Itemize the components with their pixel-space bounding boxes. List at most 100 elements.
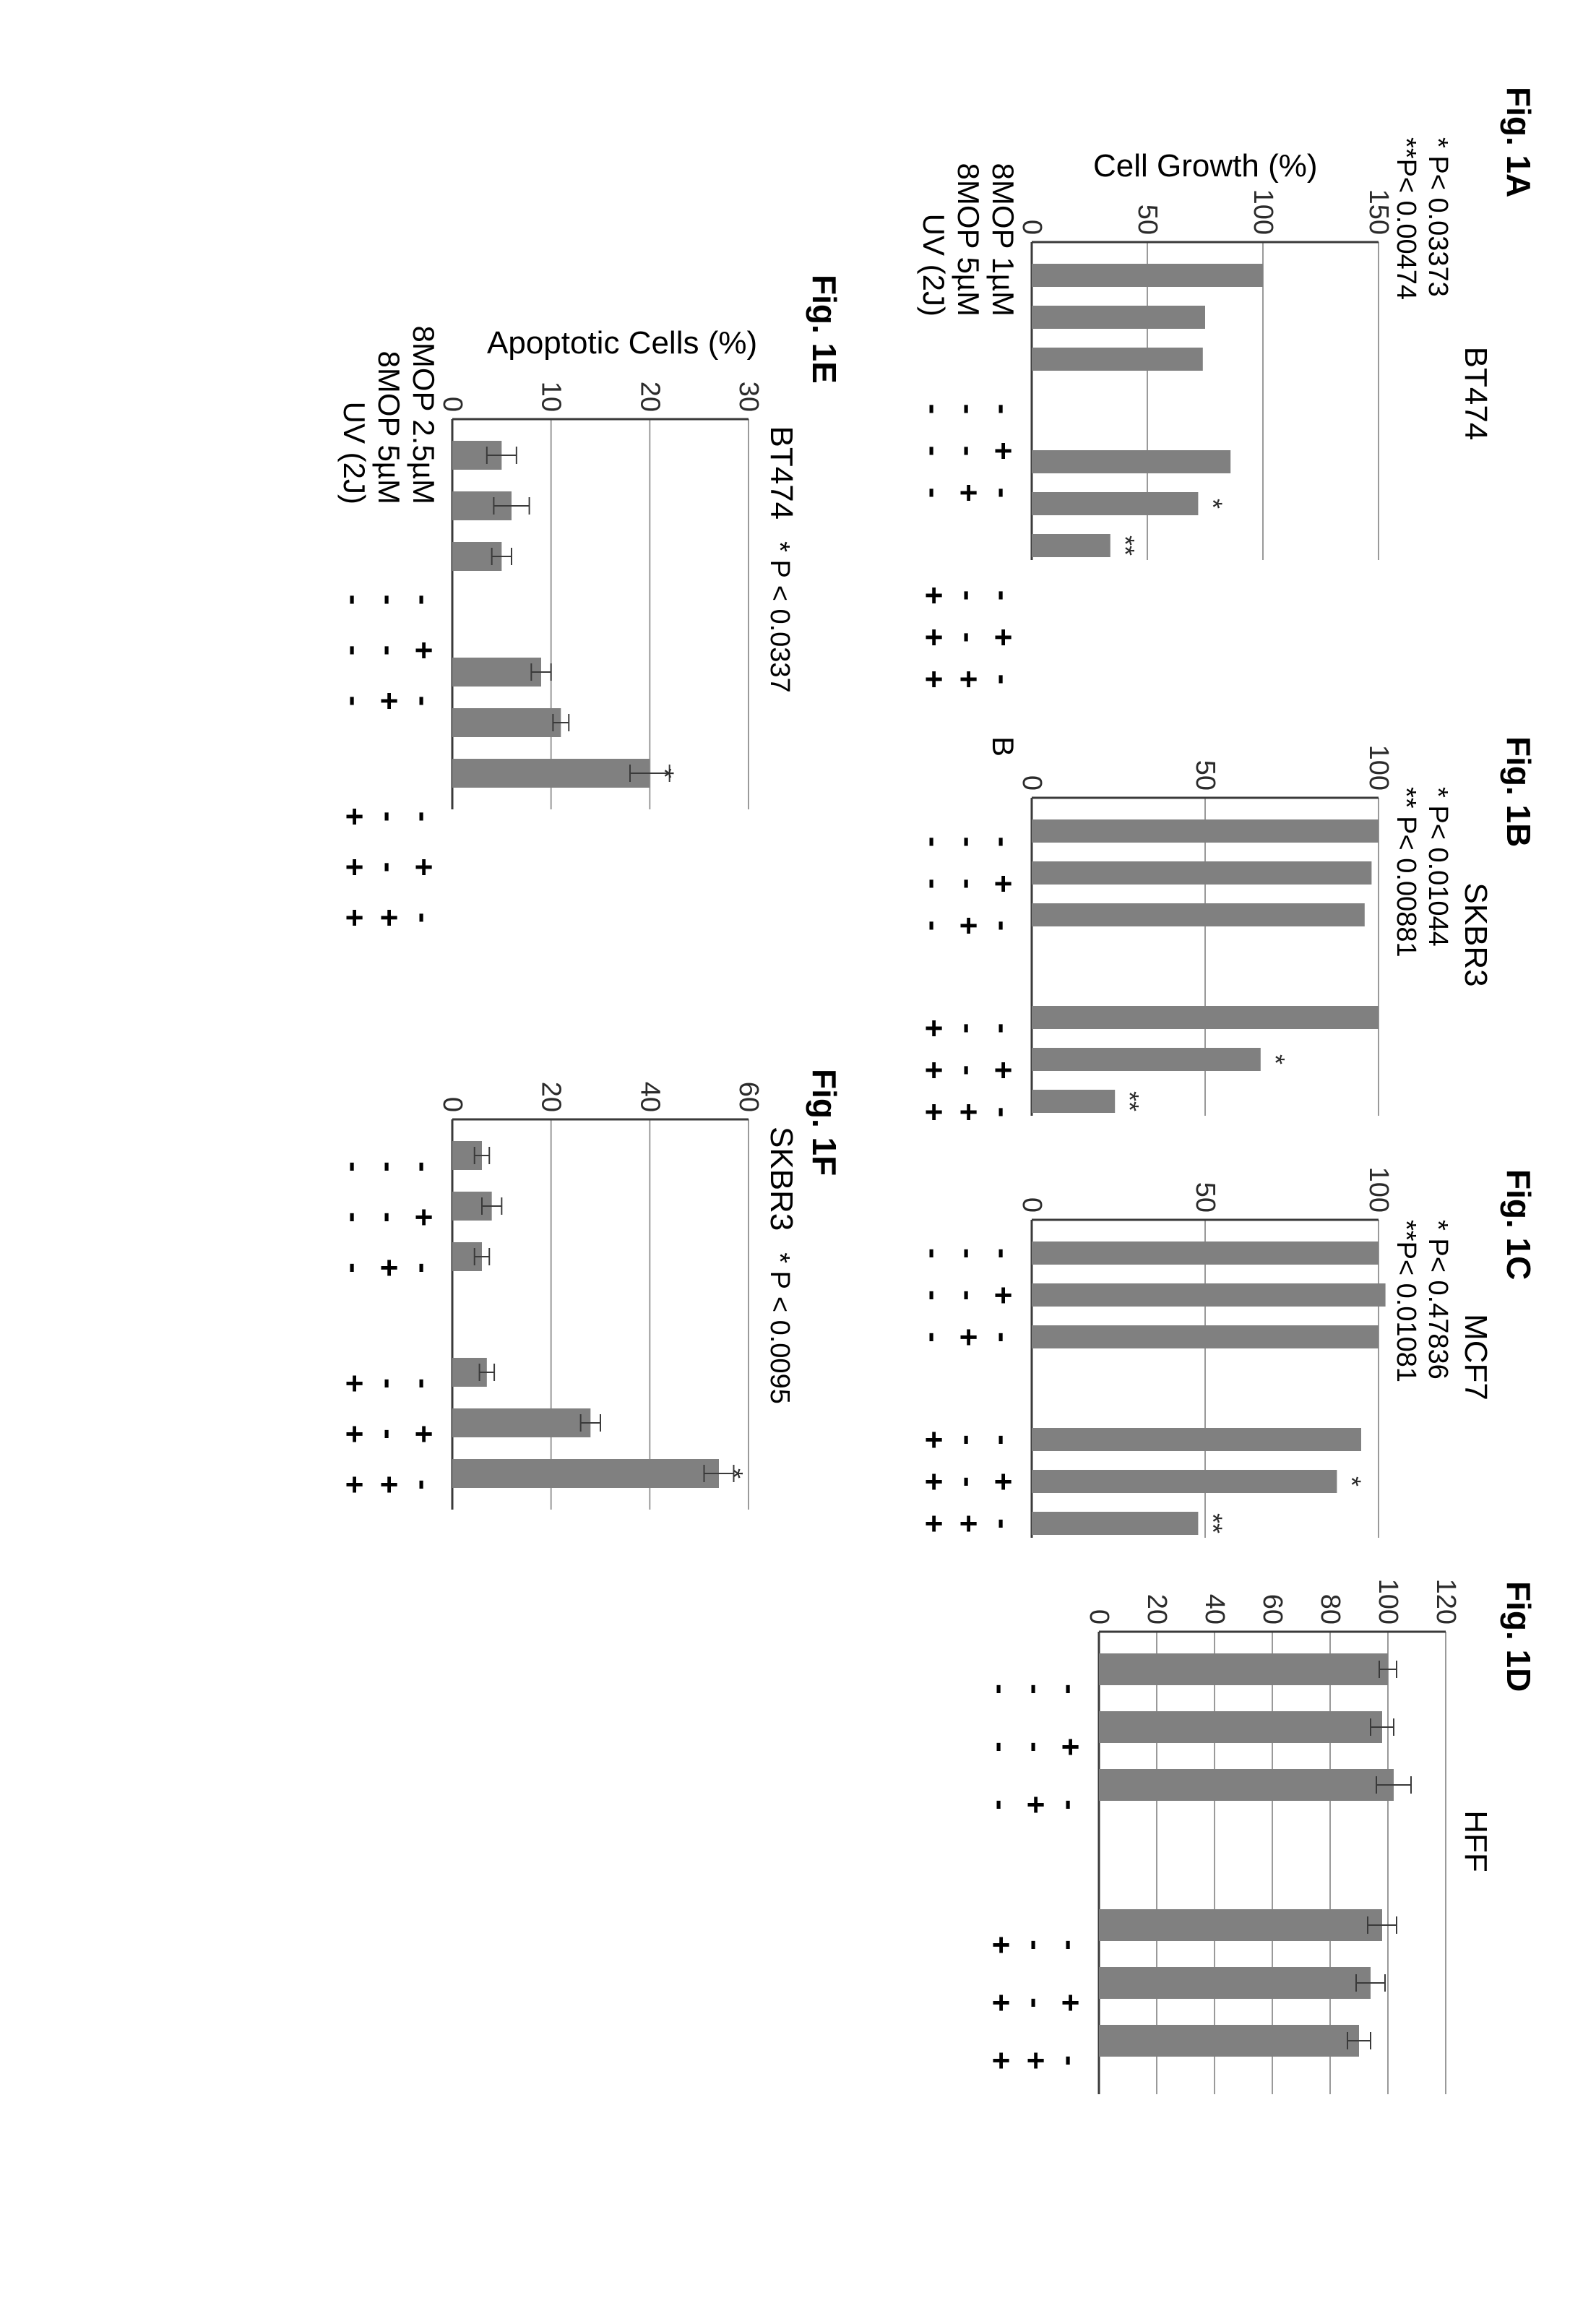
condition-row: 8MOP 1µM-+--+- [985, 87, 1020, 700]
condition-cell: - [985, 905, 1021, 947]
y-tick-label: 60 [1257, 1594, 1287, 1624]
condition-cell: - [950, 863, 986, 905]
bar [452, 1459, 719, 1488]
panel-D: Fig. 1DHFF020406080100120-+--+---+--+---… [983, 1581, 1538, 2101]
y-tick-label: 50 [1190, 1182, 1220, 1213]
bar [1032, 1090, 1115, 1113]
bar [1032, 492, 1198, 515]
condition-cell: + [985, 863, 1021, 905]
condition-cell: - [950, 1461, 986, 1503]
condition-cell: - [371, 579, 407, 621]
bar [1032, 534, 1110, 557]
fig-label: Fig. 1D [1499, 1581, 1538, 1692]
significance-star: * [1260, 1054, 1290, 1064]
condition-cell: - [371, 1363, 407, 1405]
y-tick-label: 40 [1199, 1594, 1230, 1624]
condition-cell: + [985, 616, 1021, 658]
significance-star: * [1337, 1476, 1366, 1486]
panel-A: Fig. 1ABT474* P< 0.03373 **P< 0.00474Cel… [916, 87, 1538, 700]
y-tick-label: 100 [1363, 744, 1394, 790]
bar [452, 1408, 590, 1437]
fig-label: Fig. 1B [1499, 736, 1538, 847]
condition-cell: - [985, 1419, 1021, 1461]
condition-cell: + [983, 1924, 1019, 1966]
bar-chart: 020406080100120 [1092, 1581, 1453, 2101]
condition-label: 8MOP 5µM [951, 130, 985, 325]
condition-row: 8MOP 5µM--+--+ [371, 275, 406, 939]
condition-cell: - [371, 629, 407, 671]
y-tick-label: 0 [1017, 219, 1047, 234]
condition-row: 8MOP 2.5µM-+--+- [406, 275, 441, 939]
condition-label: UV (2J) [337, 318, 371, 513]
y-tick-label: 10 [535, 381, 566, 411]
condition-cell: - [983, 1726, 1019, 1768]
y-axis-label: Cell Growth (%) [1025, 148, 1386, 184]
bar [1099, 2025, 1359, 2057]
condition-cell: + [950, 472, 986, 514]
bar [1032, 1006, 1379, 1029]
condition-cell: + [915, 1461, 952, 1503]
condition-cell: - [371, 1197, 407, 1239]
bar [1032, 1470, 1337, 1493]
y-tick-label: 20 [634, 381, 665, 411]
panel-title: SKBR3 [763, 1127, 799, 1231]
bar [1032, 861, 1371, 885]
condition-label: 8MOP 5µM [371, 318, 406, 513]
condition-cell: - [1017, 1669, 1053, 1710]
bar [1032, 1512, 1198, 1535]
condition-row: UV (2J)---+++ [916, 87, 951, 700]
condition-cell: - [915, 821, 952, 863]
panel-title: SKBR3 [1457, 882, 1493, 986]
condition-cell: - [915, 863, 952, 905]
condition-cell: + [336, 1363, 372, 1405]
condition-label: 8MOP 1µM [985, 130, 1020, 325]
chart-wrap: 020406080100120 [1092, 1581, 1453, 2101]
condition-table: B-+--+---+--+---+++ [916, 736, 1020, 1133]
bar [1099, 1711, 1382, 1743]
y-tick-label: 0 [437, 396, 467, 411]
bar [1032, 348, 1203, 371]
condition-cell: + [405, 846, 441, 888]
condition-row: --+--+ [951, 1170, 985, 1545]
condition-cell: - [915, 1317, 952, 1359]
condition-cell: - [915, 472, 952, 514]
condition-cell: - [950, 1007, 986, 1049]
condition-cell: - [405, 680, 441, 722]
condition-cell: + [1052, 1726, 1088, 1768]
condition-label: 8MOP 2.5µM [406, 318, 441, 513]
condition-cell: - [371, 796, 407, 838]
panel-E: Fig. 1EApoptotic Cells (%)BT474* P < 0.0… [337, 275, 844, 939]
condition-cell: + [371, 1464, 407, 1506]
bar [1032, 264, 1263, 287]
condition-cell: - [405, 796, 441, 838]
condition-cell: + [915, 1007, 952, 1049]
significance-star: ** [1115, 1090, 1144, 1111]
stats-text: * P< 0.03373 **P< 0.00474 [1390, 137, 1453, 300]
y-tick-label: 120 [1431, 1579, 1461, 1624]
condition-cell: - [371, 1413, 407, 1455]
condition-cell: + [915, 1419, 952, 1461]
chart-wrap: 050100*** [1025, 747, 1386, 1123]
condition-cell: - [371, 846, 407, 888]
stats-text: * P< 0.01044 ** P< 0.00881 [1390, 787, 1453, 957]
condition-cell: + [1052, 1982, 1088, 2024]
condition-row: -+--+- [406, 1080, 441, 1506]
condition-cell: - [915, 905, 952, 947]
panel-title: HFF [1457, 1810, 1493, 1872]
condition-cell: - [1017, 1982, 1053, 2024]
condition-row: UV (2J)---+++ [337, 275, 371, 939]
bar [1032, 819, 1379, 843]
bar-chart: 050100150*** [1025, 192, 1386, 567]
panel-F: Fig. 1FSKBR3* P < 0.00950204060*-+--+---… [337, 1069, 844, 1517]
bar [1099, 1909, 1382, 1941]
chart-wrap: SKBR3* P < 0.00950204060* [445, 1069, 799, 1517]
condition-cell: - [950, 1275, 986, 1317]
condition-cell: + [983, 1982, 1019, 2024]
condition-cell: - [950, 430, 986, 472]
panel-title: BT474 [1457, 347, 1493, 441]
condition-cell: - [950, 821, 986, 863]
condition-cell: - [985, 388, 1021, 430]
condition-cell: + [405, 1413, 441, 1455]
condition-row: -+--+- [1053, 1601, 1087, 2082]
condition-cell: - [405, 1247, 441, 1289]
